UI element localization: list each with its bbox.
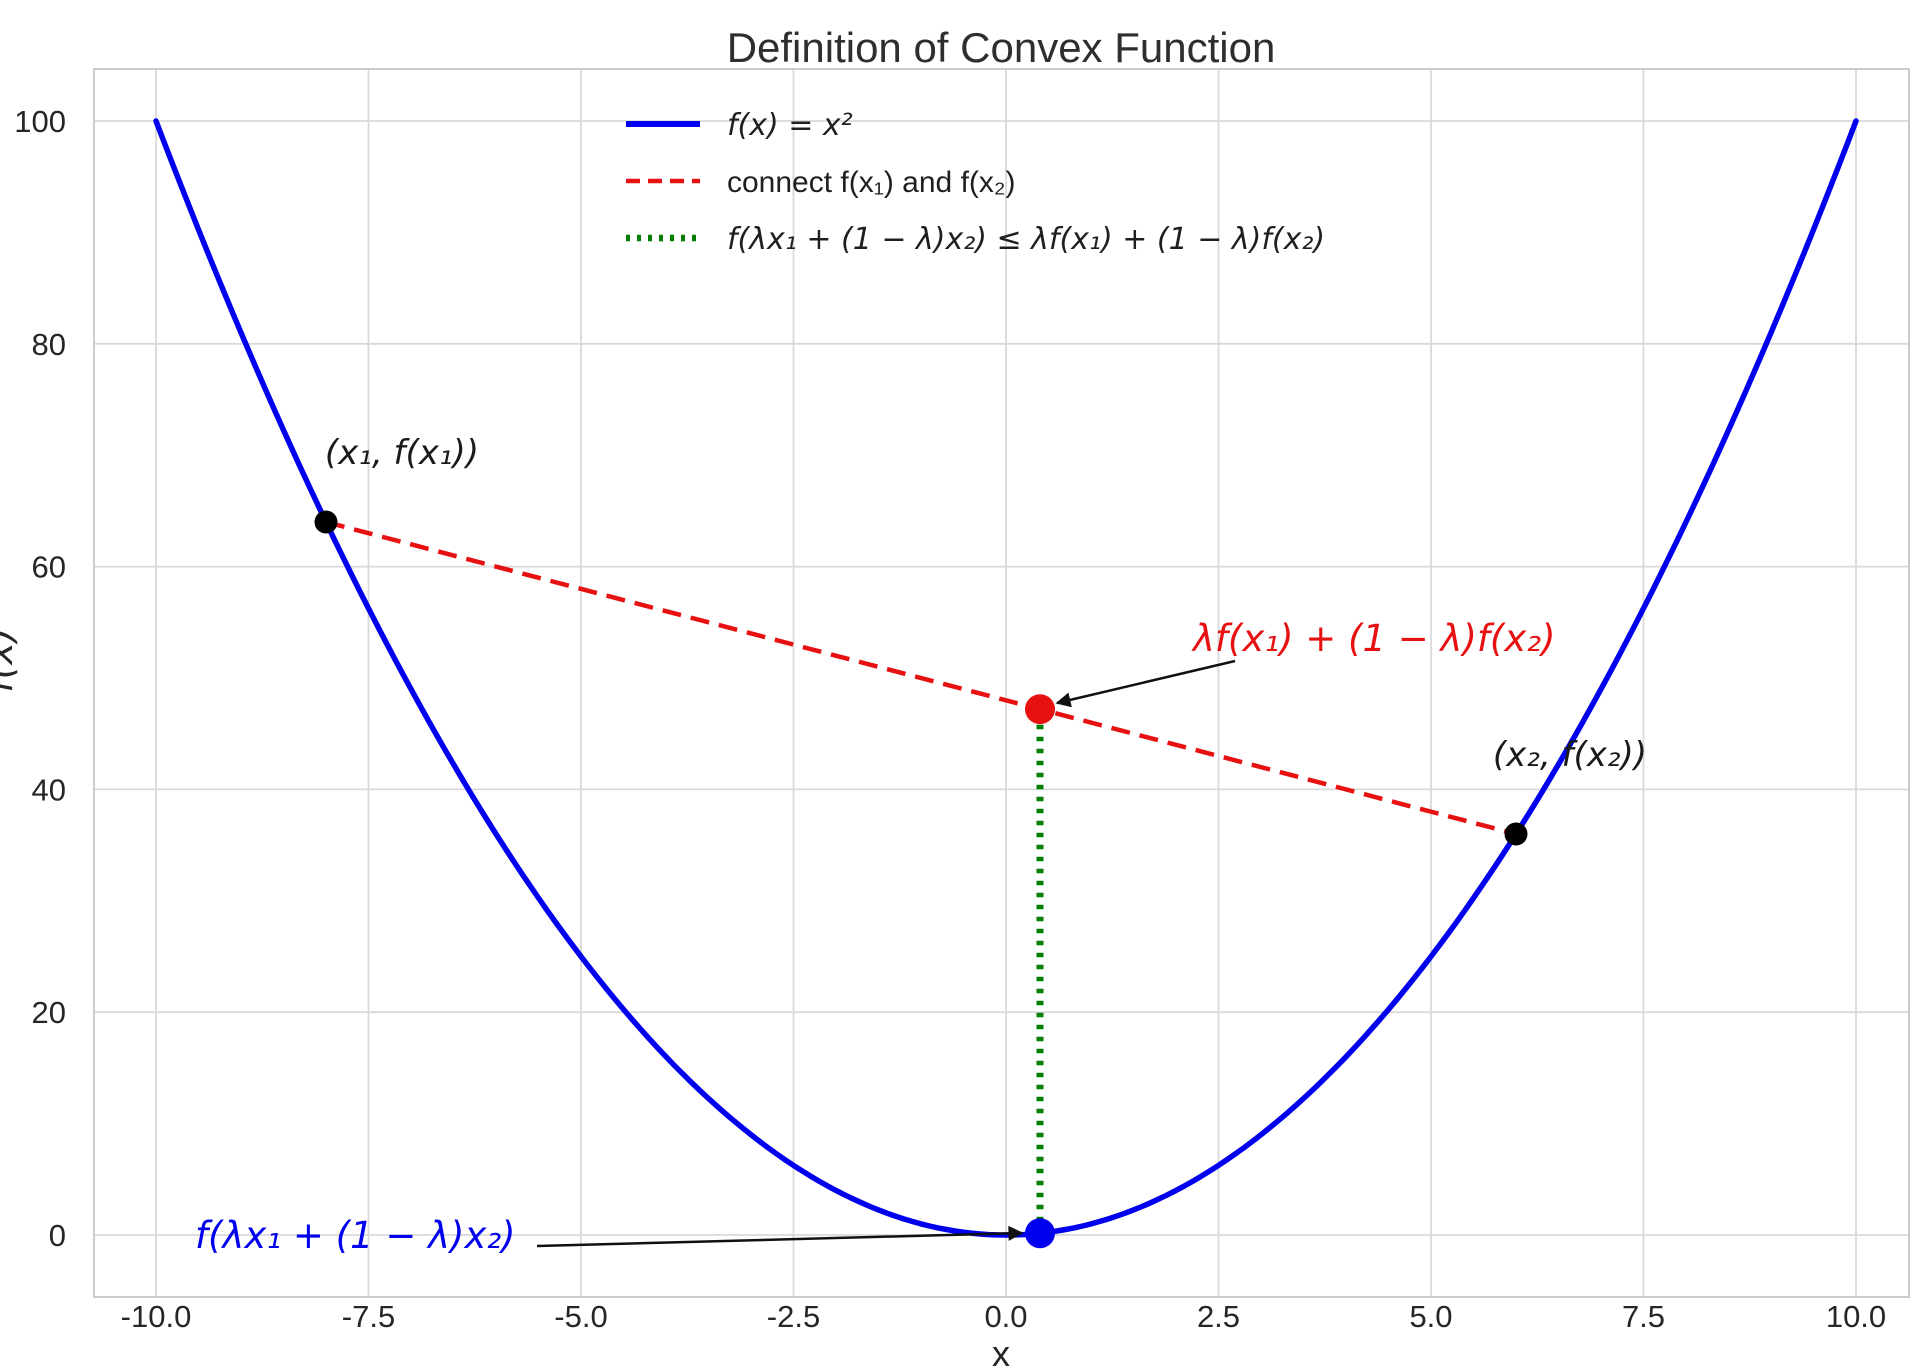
legend-label: f(x) = x² [727, 108, 853, 143]
y-tick-label: 60 [32, 550, 66, 585]
y-tick-label: 0 [49, 1218, 66, 1253]
y-tick-labels: 0 20 40 60 80 100 [14, 104, 66, 1253]
annotation-function-value: f(λx₁ + (1 − λ)x₂) [195, 1214, 516, 1257]
chord-dashed-line [325, 519, 1517, 837]
annotation-chord-value: λf(x₁) + (1 − λ)f(x₂) [1191, 617, 1556, 660]
y-tick-label: 40 [32, 772, 66, 807]
annotation-arrow-function-value [536, 1225, 1024, 1248]
data-point-x2 [1504, 822, 1528, 846]
chart-title: Definition of Convex Function [727, 24, 1276, 71]
x-tick-label: -2.5 [767, 1299, 820, 1334]
x-tick-label: 0.0 [984, 1299, 1027, 1334]
x-tick-labels: -10.0 -7.5 -5.0 -2.5 0.0 2.5 5.0 7.5 10.0 [121, 1299, 1887, 1334]
x-axis-label: x [992, 1333, 1010, 1372]
y-tick-label: 80 [32, 327, 66, 362]
x-tick-label: 10.0 [1826, 1299, 1886, 1334]
y-tick-label: 100 [14, 104, 66, 139]
x-tick-label: -10.0 [121, 1299, 192, 1334]
x-tick-label: 5.0 [1409, 1299, 1452, 1334]
x-tick-label: -5.0 [554, 1299, 607, 1334]
plot-border [93, 68, 1910, 1298]
series-layer [153, 118, 1859, 1238]
y-axis-label: f(x) [0, 627, 21, 693]
y-tick-label: 20 [32, 995, 66, 1030]
legend-label: f(λx₁ + (1 − λ)x₂) ≤ λf(x₁) + (1 − λ)f(x… [727, 222, 1325, 257]
legend-label: connect f(x₁) and f(x₂) [727, 166, 1016, 199]
annotation-point-x2: (x₂, f(x₂)) [1493, 735, 1647, 775]
data-point-chord-value [1025, 694, 1055, 725]
legend-entry: f(x) = x² [626, 108, 853, 143]
x-tick-label: -7.5 [342, 1299, 395, 1334]
data-point-function-value [1025, 1218, 1055, 1249]
x-tick-label: 7.5 [1622, 1299, 1665, 1334]
annotation-arrow-chord-value [1055, 659, 1236, 708]
marker-layer [314, 510, 1528, 1249]
curve-fx-squared [153, 118, 1859, 1238]
annotation-point-x1: (x₁, f(x₁)) [325, 433, 479, 473]
legend-entry: connect f(x₁) and f(x₂) [626, 166, 1016, 199]
data-point-x1 [314, 510, 338, 534]
x-tick-label: 2.5 [1197, 1299, 1240, 1334]
legend-entry: f(λx₁ + (1 − λ)x₂) ≤ λf(x₁) + (1 − λ)f(x… [626, 222, 1325, 257]
legend: f(x) = x² connect f(x₁) and f(x₂) f(λx₁ + … [626, 108, 1325, 257]
